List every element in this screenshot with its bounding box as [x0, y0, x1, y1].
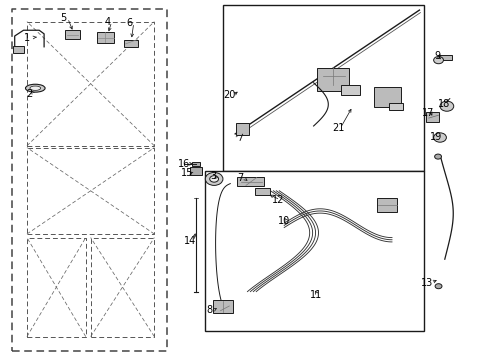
Bar — [192, 162, 200, 166]
Bar — [205, 171, 424, 331]
Bar — [65, 30, 80, 39]
Text: 5: 5 — [61, 13, 67, 23]
Text: 6: 6 — [127, 18, 133, 28]
Bar — [124, 40, 138, 47]
Bar — [255, 188, 270, 195]
Bar — [389, 103, 403, 110]
Text: 19: 19 — [430, 132, 442, 142]
Circle shape — [435, 154, 441, 159]
Bar — [377, 198, 397, 212]
Text: 10: 10 — [278, 216, 290, 226]
Text: 17: 17 — [422, 108, 435, 118]
Bar — [318, 68, 349, 91]
Circle shape — [205, 172, 223, 185]
Ellipse shape — [25, 84, 45, 92]
Text: 21: 21 — [332, 123, 344, 133]
Bar — [223, 5, 424, 171]
Text: 8: 8 — [207, 305, 213, 315]
Text: 2: 2 — [26, 89, 32, 99]
Text: 18: 18 — [438, 99, 450, 109]
Text: 14: 14 — [184, 236, 196, 246]
Bar — [341, 85, 360, 95]
Text: 16: 16 — [177, 159, 190, 169]
Text: 20: 20 — [223, 90, 236, 100]
Bar — [190, 167, 202, 175]
Circle shape — [434, 133, 446, 142]
Bar — [374, 87, 401, 107]
Text: 1: 1 — [24, 33, 30, 43]
Text: 13: 13 — [421, 278, 433, 288]
Circle shape — [434, 57, 443, 64]
Bar — [213, 300, 233, 313]
Bar — [236, 123, 248, 135]
Text: 9: 9 — [435, 51, 441, 61]
Bar — [13, 46, 24, 53]
Circle shape — [210, 176, 219, 182]
Circle shape — [435, 284, 442, 289]
Text: 7: 7 — [237, 173, 243, 183]
Text: 12: 12 — [272, 195, 285, 205]
Text: 4: 4 — [105, 17, 111, 27]
Bar — [438, 55, 452, 60]
Bar — [237, 177, 265, 186]
Circle shape — [440, 101, 454, 111]
Bar — [97, 32, 114, 43]
Text: 15: 15 — [181, 168, 194, 178]
Text: 11: 11 — [310, 290, 322, 300]
Text: 3: 3 — [210, 171, 216, 181]
Ellipse shape — [30, 86, 41, 90]
Bar — [426, 112, 439, 122]
